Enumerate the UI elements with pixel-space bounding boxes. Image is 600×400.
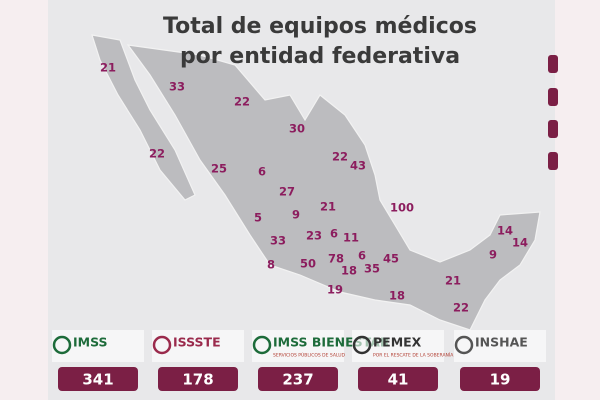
total-box (358, 367, 438, 391)
institution-total: 237 (282, 371, 313, 389)
tab (548, 88, 558, 106)
state-value: 33 (169, 80, 185, 94)
state-value: 22 (453, 301, 469, 315)
state-value: 14 (512, 236, 528, 250)
logo-box (352, 330, 444, 362)
logo-icon (454, 335, 474, 355)
side-pattern (555, 0, 600, 400)
state-value: 22 (234, 95, 250, 109)
institution-subtitle: SERVICIOS PÚBLICOS DE SALUD (273, 352, 346, 359)
logo-box (252, 330, 344, 362)
institution-name: INSHAE (475, 335, 528, 350)
state-value: 18 (389, 289, 405, 303)
state-value: 21 (320, 200, 336, 214)
tab (548, 55, 558, 73)
state-value: 50 (300, 257, 316, 271)
logo-icon (152, 335, 172, 355)
institution-total: 178 (182, 371, 213, 389)
institution-total: 41 (388, 371, 409, 389)
state-value: 33 (270, 234, 286, 248)
state-value: 6 (358, 249, 366, 263)
state-value: 14 (497, 224, 513, 238)
state-value: 8 (267, 258, 275, 272)
state-value: 78 (328, 252, 344, 266)
total-box (158, 367, 238, 391)
state-value: 27 (279, 185, 295, 199)
mainland (126, 44, 541, 331)
title-line: Total de equipos médicos (163, 14, 477, 39)
state-value: 9 (292, 208, 300, 222)
state-value: 35 (364, 262, 380, 276)
institution-name: ISSSTE (173, 335, 221, 350)
institution-total: 341 (82, 371, 113, 389)
map-of-mexico (91, 34, 541, 331)
total-box (258, 367, 338, 391)
baja-peninsula (91, 34, 196, 201)
institution-total: 19 (490, 371, 511, 389)
institution-name: IMSS (73, 335, 108, 350)
state-value: 30 (289, 122, 305, 136)
state-value: 45 (383, 252, 399, 266)
state-value: 43 (350, 159, 366, 173)
state-value: 6 (258, 165, 266, 179)
state-value: 23 (306, 229, 322, 243)
tab (548, 152, 558, 170)
state-value: 22 (149, 147, 165, 161)
state-value: 18 (341, 264, 357, 278)
state-value: 22 (332, 150, 348, 164)
state-value: 19 (327, 283, 343, 297)
state-value: 21 (100, 61, 116, 75)
tab (548, 120, 558, 138)
institution-name: PEMEX (373, 335, 422, 350)
institution-subtitle: POR EL RESCATE DE LA SOBERANÍA (373, 352, 454, 359)
logo-icon (52, 335, 72, 355)
state-value: 11 (343, 231, 359, 245)
logo-box (52, 330, 144, 362)
state-value: 21 (445, 274, 461, 288)
state-value: 100 (390, 201, 414, 215)
side-pattern (0, 0, 48, 400)
total-box (58, 367, 138, 391)
title-line: por entidad federativa (180, 44, 460, 69)
state-value: 9 (489, 248, 497, 262)
total-box (460, 367, 540, 391)
logo-box (454, 330, 546, 362)
state-value: 25 (211, 162, 227, 176)
state-value: 5 (254, 211, 262, 225)
state-value: 6 (330, 227, 338, 241)
logo-icon (252, 335, 272, 355)
side-tabs (548, 55, 558, 170)
logo-box (152, 330, 244, 362)
logo-icon (352, 335, 372, 355)
